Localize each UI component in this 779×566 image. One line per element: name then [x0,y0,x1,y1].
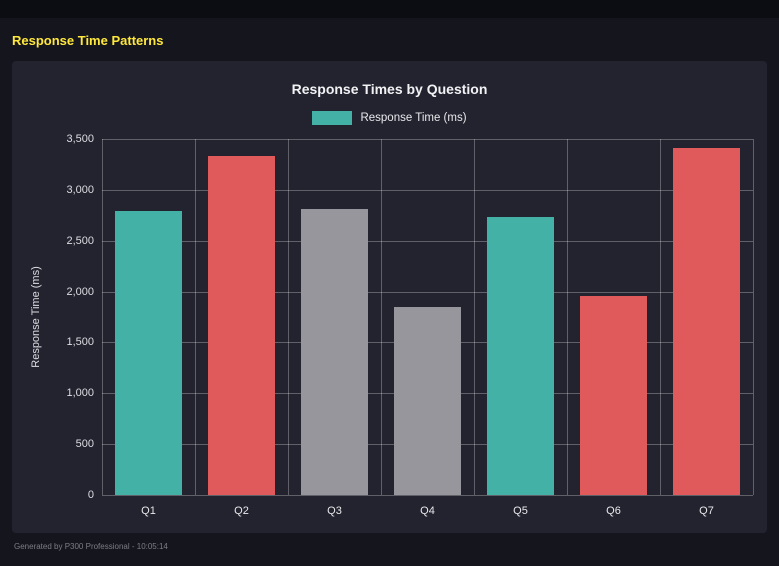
x-axis-label-q5: Q5 [513,505,528,517]
gridline-vertical [660,139,661,495]
y-axis-title-wrap: Response Time (ms) [26,139,46,495]
x-axis-label-q4: Q4 [420,505,435,517]
chart-legend[interactable]: Response Time (ms) [26,111,753,125]
bar-q4[interactable] [394,307,461,495]
chart-panel: Response Times by Question Response Time… [12,61,767,533]
gridline-horizontal [102,139,753,140]
gridline-vertical [102,139,103,495]
bar-q2[interactable] [208,156,275,495]
y-axis-tick-label: 2,000 [66,285,94,298]
gridline-vertical [195,139,196,495]
y-axis-tick-label: 1,500 [66,336,94,349]
gridline-horizontal [102,495,753,496]
bar-q6[interactable] [580,295,647,495]
gridline-horizontal [102,240,753,242]
bar-q3[interactable] [301,209,368,495]
plot-area [102,139,754,496]
y-axis-tick-label: 2,500 [66,234,94,247]
x-axis-label-q2: Q2 [234,505,249,517]
gridline-horizontal [102,291,753,293]
y-axis-tick-label: 3,000 [66,183,94,196]
legend-label: Response Time (ms) [360,112,467,124]
y-axis-tick-label: 1,000 [66,387,94,400]
bar-q7[interactable] [673,148,740,495]
y-axis-tick-label: 0 [87,489,94,501]
chart-title: Response Times by Question [291,81,488,97]
x-axis-labels: Q1 Q2 Q3 Q4 Q5 Q6 Q7 [102,495,753,523]
gridline-vertical [567,139,568,495]
bar-q5[interactable] [487,217,554,495]
gridline-vertical [381,139,382,495]
gridline-horizontal [102,189,753,191]
gridline-vertical [288,139,289,495]
x-axis-label-q6: Q6 [606,505,621,517]
gridline-vertical [474,139,475,495]
page-title: Response Time Patterns [12,33,164,48]
legend-swatch [312,111,353,125]
bar-q1[interactable] [115,211,182,495]
x-axis-label-q1: Q1 [141,505,156,517]
x-axis-label-q3: Q3 [327,505,342,517]
y-axis-title: Response Time (ms) [30,266,42,368]
chart-body: Response Time (ms) 0 500 1,000 1,500 2,000 2,… [26,133,754,501]
x-axis-label-q7: Q7 [699,505,714,517]
y-axis-ticks: 0 500 1,000 1,500 2,000 2,500 3,000 3,500 [46,133,102,501]
top-strip [0,0,779,18]
gridline-vertical [753,139,754,495]
footer-text: Generated by P300 Professional - 10:05:1… [14,542,168,551]
y-axis-tick-label: 500 [75,438,94,451]
y-axis-tick-label: 3,500 [66,133,94,145]
